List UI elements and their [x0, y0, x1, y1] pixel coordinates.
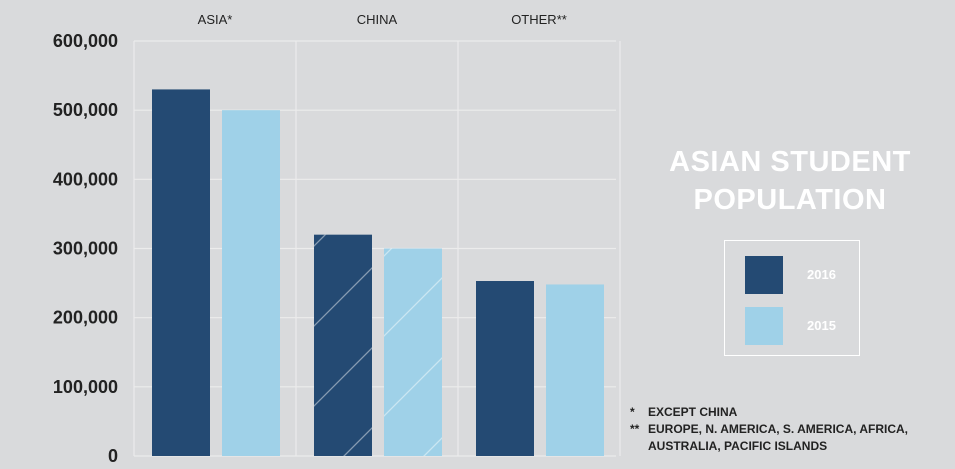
legend-swatch-2016	[745, 256, 783, 294]
y-tick-label-1: 100,000	[53, 377, 118, 397]
category-label-1: CHINA	[357, 12, 398, 27]
legend-item-2015: 2015	[745, 307, 855, 345]
bar-2015-2	[546, 284, 604, 456]
legend-swatch-2015	[745, 307, 783, 345]
bar-2016-0	[152, 89, 210, 457]
legend: 2016 2015	[724, 240, 860, 356]
category-label-2: OTHER**	[511, 12, 567, 27]
footnotes: * EXCEPT CHINA ** EUROPE, N. AMERICA, S.…	[630, 404, 950, 455]
bar-2015-0	[222, 110, 280, 457]
bar-hatch-2016-1	[314, 234, 372, 456]
legend-label-2015: 2015	[807, 318, 836, 333]
footnote-2: ** EUROPE, N. AMERICA, S. AMERICA, AFRIC…	[630, 421, 950, 455]
y-tick-label-5: 500,000	[53, 100, 118, 120]
bar-2016-2	[476, 281, 534, 456]
chart-title: ASIAN STUDENT POPULATION	[669, 146, 911, 216]
footnote-1-text: EXCEPT CHINA	[648, 405, 738, 419]
y-tick-label-0: 0	[108, 446, 118, 466]
y-tick-label-4: 400,000	[53, 169, 118, 189]
legend-item-2016: 2016	[745, 256, 855, 294]
y-tick-label-3: 300,000	[53, 239, 118, 259]
footnote-1-mark: *	[630, 405, 635, 419]
y-tick-label-2: 200,000	[53, 308, 118, 328]
category-label-0: ASIA*	[198, 12, 233, 27]
footnote-2-mark: **	[630, 422, 640, 436]
footnote-2-text: EUROPE, N. AMERICA, S. AMERICA, AFRICA, …	[648, 422, 909, 453]
bar-hatch-2015-1	[384, 248, 442, 456]
footnote-1: * EXCEPT CHINA	[630, 404, 950, 421]
y-tick-label-6: 600,000	[53, 31, 118, 51]
legend-label-2016: 2016	[807, 267, 836, 282]
